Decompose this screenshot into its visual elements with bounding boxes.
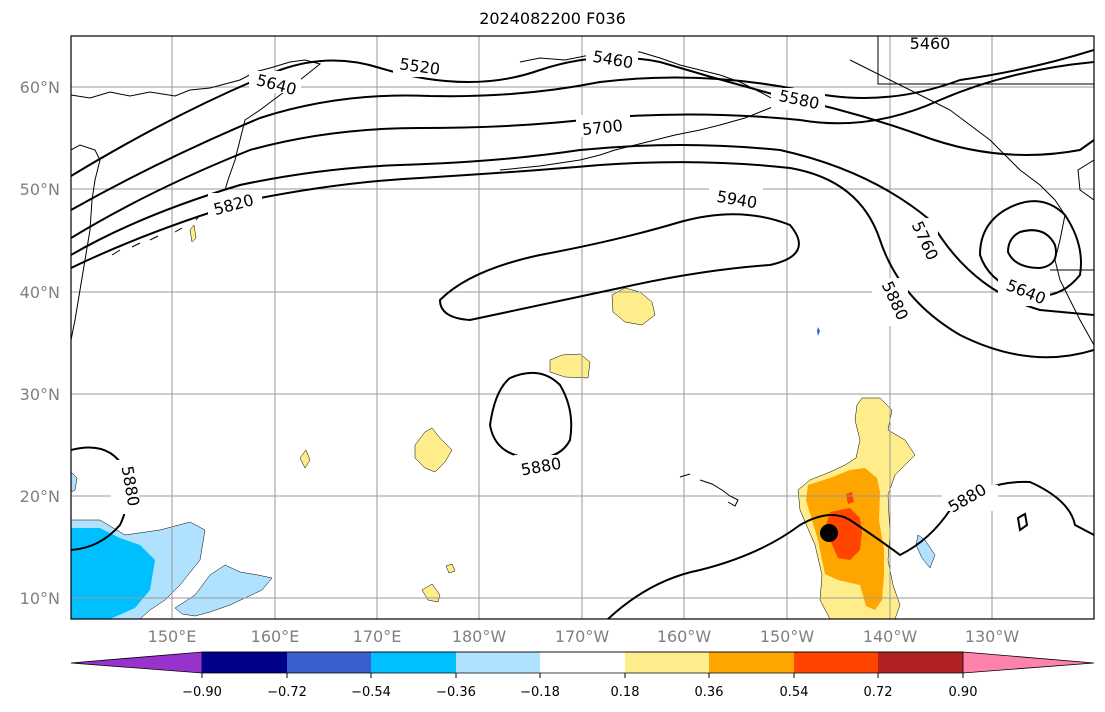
colorbar-ticks — [201, 673, 964, 678]
colorbar-label-9: 0.72 — [864, 685, 893, 700]
lat-label-60n: 60°N — [20, 78, 60, 97]
colorbar-label-8: 0.54 — [780, 685, 809, 700]
colorbar: −0.90 −0.72 −0.54 −0.36 −0.18 0.18 0.36 … — [70, 651, 1095, 700]
lat-label-20n: 20°N — [20, 487, 60, 506]
colorbar-label-1: −0.90 — [182, 685, 222, 700]
lon-label-160w: 160°W — [657, 627, 712, 646]
contour-labels: 5460 5520 5460 5640 5580 5700 5820 5940 … — [118, 34, 1049, 517]
lon-label-150w: 150°W — [760, 627, 815, 646]
colorbar-label-10: 0.90 — [949, 685, 978, 700]
colorbar-segment-8 — [794, 652, 878, 673]
lon-label-180w: 180°W — [452, 627, 507, 646]
contour-label-5700: 5700 — [581, 116, 623, 139]
colorbar-segment-5 — [540, 652, 625, 673]
map-area: 5460 5520 5460 5640 5580 5700 5820 5940 … — [71, 34, 1094, 619]
lon-label-140w: 140°W — [863, 627, 918, 646]
colorbar-label-7: 0.36 — [695, 685, 724, 700]
colorbar-extend-low — [70, 651, 203, 674]
lon-label-160e: 160°E — [251, 627, 300, 646]
lon-label-130w: 130°W — [965, 627, 1020, 646]
lon-label-150e: 150°E — [148, 627, 197, 646]
colorbar-label-3: −0.54 — [351, 685, 391, 700]
contour-label-backgrounds — [111, 36, 1050, 514]
lat-label-40n: 40°N — [20, 283, 60, 302]
negative-anomaly-fill — [71, 327, 936, 619]
colorbar-label-5: −0.18 — [520, 685, 560, 700]
colorbar-segment-3 — [371, 652, 456, 673]
positive-anomaly-fill — [189, 224, 916, 619]
storm-center-marker — [820, 524, 838, 542]
colorbar-segment-7 — [709, 652, 794, 673]
colorbar-segment-4 — [456, 652, 540, 673]
colorbar-segment-9 — [878, 652, 963, 673]
colorbar-label-6: 0.18 — [611, 685, 640, 700]
colorbar-segment-2 — [287, 652, 371, 673]
colorbar-extend-high — [962, 651, 1095, 674]
lon-label-170e: 170°E — [353, 627, 402, 646]
longitude-labels: 150°E 160°E 170°E 180°W 170°W 160°W 150°… — [148, 627, 1020, 646]
lon-label-170w: 170°W — [555, 627, 610, 646]
lat-label-50n: 50°N — [20, 180, 60, 199]
map-title: 2024082200 F036 — [479, 9, 626, 28]
latitude-labels: 10°N 20°N 30°N 40°N 50°N 60°N — [20, 78, 60, 608]
lat-label-10n: 10°N — [20, 589, 60, 608]
colorbar-label-2: −0.72 — [267, 685, 307, 700]
contour-label-5460-top-right: 5460 — [910, 34, 951, 53]
colorbar-label-4: −0.36 — [436, 685, 476, 700]
colorbar-segment-6 — [625, 652, 709, 673]
map-frame — [70, 35, 1095, 620]
colorbar-segment-1 — [202, 652, 287, 673]
lat-label-30n: 30°N — [20, 385, 60, 404]
